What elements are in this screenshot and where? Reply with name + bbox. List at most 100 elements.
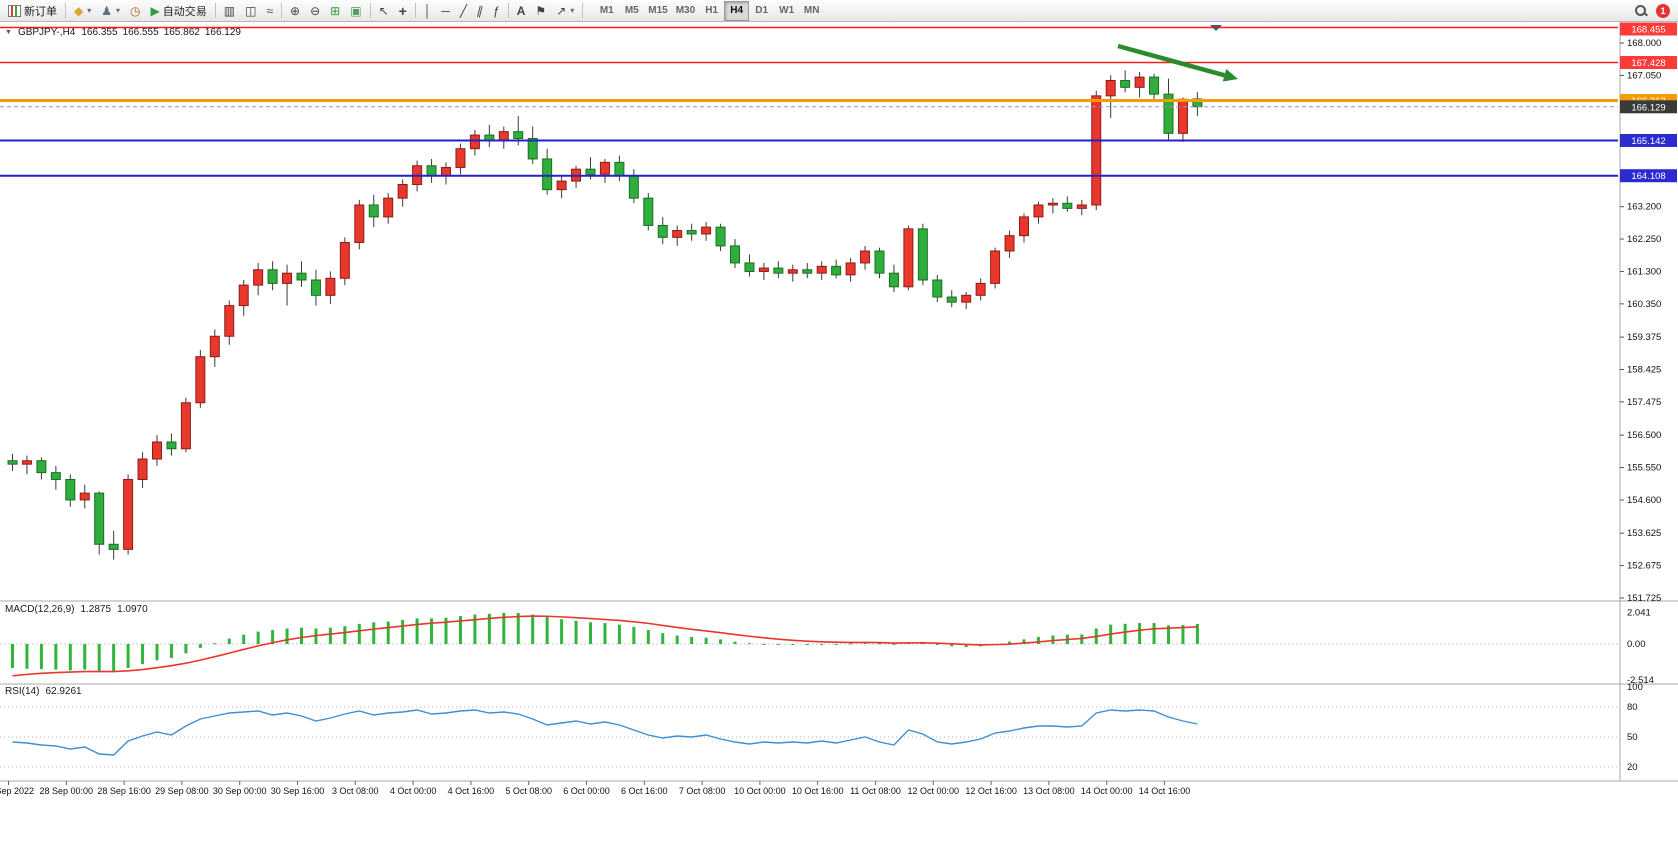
new-order-icon bbox=[8, 4, 21, 17]
line-chart-icon: ≈ bbox=[266, 3, 274, 18]
svg-text:160.350: 160.350 bbox=[1627, 299, 1661, 310]
fibonacci-button[interactable]: ƒ bbox=[488, 1, 505, 21]
svg-text:-2.514: -2.514 bbox=[1627, 675, 1654, 686]
svg-text:3 Oct 08:00: 3 Oct 08:00 bbox=[332, 786, 379, 796]
timeframe-d1-button[interactable]: D1 bbox=[749, 1, 774, 21]
chart-shift-marker[interactable] bbox=[1210, 25, 1222, 31]
svg-text:12 Oct 16:00: 12 Oct 16:00 bbox=[965, 786, 1017, 796]
svg-text:13 Oct 08:00: 13 Oct 08:00 bbox=[1023, 786, 1075, 796]
svg-text:2.041: 2.041 bbox=[1627, 607, 1651, 618]
toolbar-separator bbox=[507, 3, 509, 18]
tile-windows-button[interactable]: ⊞ bbox=[325, 1, 345, 21]
svg-text:100: 100 bbox=[1627, 682, 1643, 693]
channel-button[interactable]: ∥ bbox=[472, 1, 488, 21]
timeframe-h4-button[interactable]: H4 bbox=[724, 0, 750, 21]
label-button[interactable]: ⚑ bbox=[530, 1, 551, 21]
macd-signal-line bbox=[12, 615, 1198, 677]
price-axis[interactable]: 168.000167.050166.100165.150164.150163.2… bbox=[1620, 38, 1661, 604]
timeframe-mn-button[interactable]: MN bbox=[799, 1, 824, 21]
trendline-icon: ╱ bbox=[459, 3, 468, 18]
play-icon: ▶ bbox=[150, 3, 160, 18]
cascade-windows-button[interactable]: ▣ bbox=[345, 1, 366, 21]
svg-text:165.142: 165.142 bbox=[1631, 136, 1665, 147]
crosshair-button[interactable]: + bbox=[394, 1, 412, 21]
chart-area[interactable]: 168.000167.050166.100165.150164.150163.2… bbox=[0, 22, 1678, 855]
svg-text:80: 80 bbox=[1627, 702, 1638, 713]
svg-text:7 Oct 08:00: 7 Oct 08:00 bbox=[679, 786, 726, 796]
price-chart[interactable]: 168.000167.050166.100165.150164.150163.2… bbox=[0, 22, 1678, 855]
symbol-dropdown-icon[interactable]: ▼ bbox=[5, 29, 12, 36]
toolbar-separator bbox=[281, 3, 283, 18]
horizontal-lines[interactable] bbox=[0, 26, 1618, 177]
chevron-down-icon: ▾ bbox=[116, 6, 121, 15]
hline-button[interactable]: ─ bbox=[436, 1, 455, 21]
tile-windows-icon: ⊞ bbox=[330, 3, 341, 18]
vertical-line-icon: │ bbox=[423, 3, 432, 18]
svg-text:162.250: 162.250 bbox=[1627, 234, 1661, 245]
toolbar-separator bbox=[582, 3, 584, 18]
svg-text:164.108: 164.108 bbox=[1631, 171, 1665, 182]
svg-text:163.200: 163.200 bbox=[1627, 202, 1661, 213]
profiles-button[interactable]: ♟ ▾ bbox=[96, 1, 125, 21]
notification-badge[interactable]: 1 bbox=[1656, 3, 1670, 18]
search-icon[interactable] bbox=[1634, 4, 1647, 17]
timeframe-m15-button[interactable]: M15 bbox=[644, 1, 671, 21]
clock-icon: ◷ bbox=[130, 3, 141, 18]
auto-trading-button[interactable]: ▶ 自动交易 bbox=[146, 1, 212, 21]
candle-chart-button[interactable]: ◫ bbox=[240, 1, 261, 21]
price-badges: 168.455167.428166.313165.142164.108166.1… bbox=[1620, 22, 1677, 183]
zoom-in-button[interactable]: ⊕ bbox=[285, 1, 305, 21]
text-button[interactable]: A bbox=[512, 1, 531, 21]
chevron-down-icon: ▾ bbox=[87, 6, 92, 15]
svg-text:153.625: 153.625 bbox=[1627, 528, 1661, 539]
bar-chart-icon: ▥ bbox=[223, 3, 236, 18]
crosshair-icon: + bbox=[398, 2, 407, 19]
rsi-line bbox=[12, 709, 1198, 756]
svg-text:152.675: 152.675 bbox=[1627, 561, 1661, 572]
arrows-button[interactable]: ↗ ▾ bbox=[551, 1, 579, 21]
market-watch-button[interactable]: ◷ bbox=[125, 1, 145, 21]
macd-panel: 2.041 0.00 -2.514 bbox=[0, 607, 1654, 686]
vline-button[interactable]: │ bbox=[419, 1, 437, 21]
new-order-button[interactable]: 新订单 bbox=[3, 1, 62, 21]
svg-text:166.129: 166.129 bbox=[1631, 102, 1665, 113]
svg-text:167.050: 167.050 bbox=[1627, 70, 1661, 81]
zoom-out-button[interactable]: ⊖ bbox=[305, 1, 325, 21]
timeframe-w1-button[interactable]: W1 bbox=[774, 1, 799, 21]
svg-text:10 Oct 16:00: 10 Oct 16:00 bbox=[792, 786, 844, 796]
svg-text:4 Oct 16:00: 4 Oct 16:00 bbox=[448, 786, 495, 796]
new-chart-button[interactable]: ◆ ▾ bbox=[69, 1, 96, 21]
fibonacci-icon: ƒ bbox=[493, 3, 500, 18]
svg-text:155.550: 155.550 bbox=[1627, 463, 1661, 474]
trend-arrow-annotation[interactable] bbox=[1117, 43, 1238, 82]
svg-text:151.725: 151.725 bbox=[1627, 593, 1661, 604]
toolbar-separator bbox=[65, 3, 66, 18]
toolbar-right: 1 bbox=[1634, 3, 1675, 18]
svg-text:154.600: 154.600 bbox=[1627, 495, 1661, 506]
svg-text:20: 20 bbox=[1627, 762, 1638, 773]
trendline-button[interactable]: ╱ bbox=[455, 1, 472, 21]
svg-text:158.425: 158.425 bbox=[1627, 365, 1661, 376]
svg-text:12 Oct 00:00: 12 Oct 00:00 bbox=[908, 786, 960, 796]
timeframe-m1-button[interactable]: M1 bbox=[594, 1, 619, 21]
channel-icon: ∥ bbox=[475, 2, 485, 19]
toolbar-buttons: 新订单 ◆ ▾ ♟ ▾ ◷ ▶ 自动交易 ▥ ◫ ≈ ⊕ ⊖ ⊞ ▣ ↖ + │ ─ ╱ ∥ ƒ A ⚑ ↗ ▾ bbox=[3, 1, 586, 21]
timeframe-m5-button[interactable]: M5 bbox=[619, 1, 644, 21]
timeframe-h1-button[interactable]: H1 bbox=[699, 1, 724, 21]
svg-text:30 Sep 00:00: 30 Sep 00:00 bbox=[213, 786, 267, 796]
svg-text:5 Oct 08:00: 5 Oct 08:00 bbox=[505, 786, 552, 796]
profile-icon: ♟ bbox=[101, 3, 113, 18]
horizontal-line-icon: ─ bbox=[441, 3, 450, 18]
line-chart-button[interactable]: ≈ bbox=[261, 1, 278, 21]
candlesticks bbox=[7, 70, 1203, 560]
cursor-button[interactable]: ↖ bbox=[374, 1, 394, 21]
bar-chart-button[interactable]: ▥ bbox=[219, 1, 240, 21]
svg-text:0.00: 0.00 bbox=[1627, 639, 1646, 650]
timeframe-m30-button[interactable]: M30 bbox=[672, 1, 699, 21]
svg-text:14 Oct 00:00: 14 Oct 00:00 bbox=[1081, 786, 1133, 796]
panel-dividers bbox=[0, 22, 1678, 782]
svg-text:168.000: 168.000 bbox=[1627, 38, 1661, 49]
svg-text:27 Sep 2022: 27 Sep 2022 bbox=[0, 786, 34, 796]
